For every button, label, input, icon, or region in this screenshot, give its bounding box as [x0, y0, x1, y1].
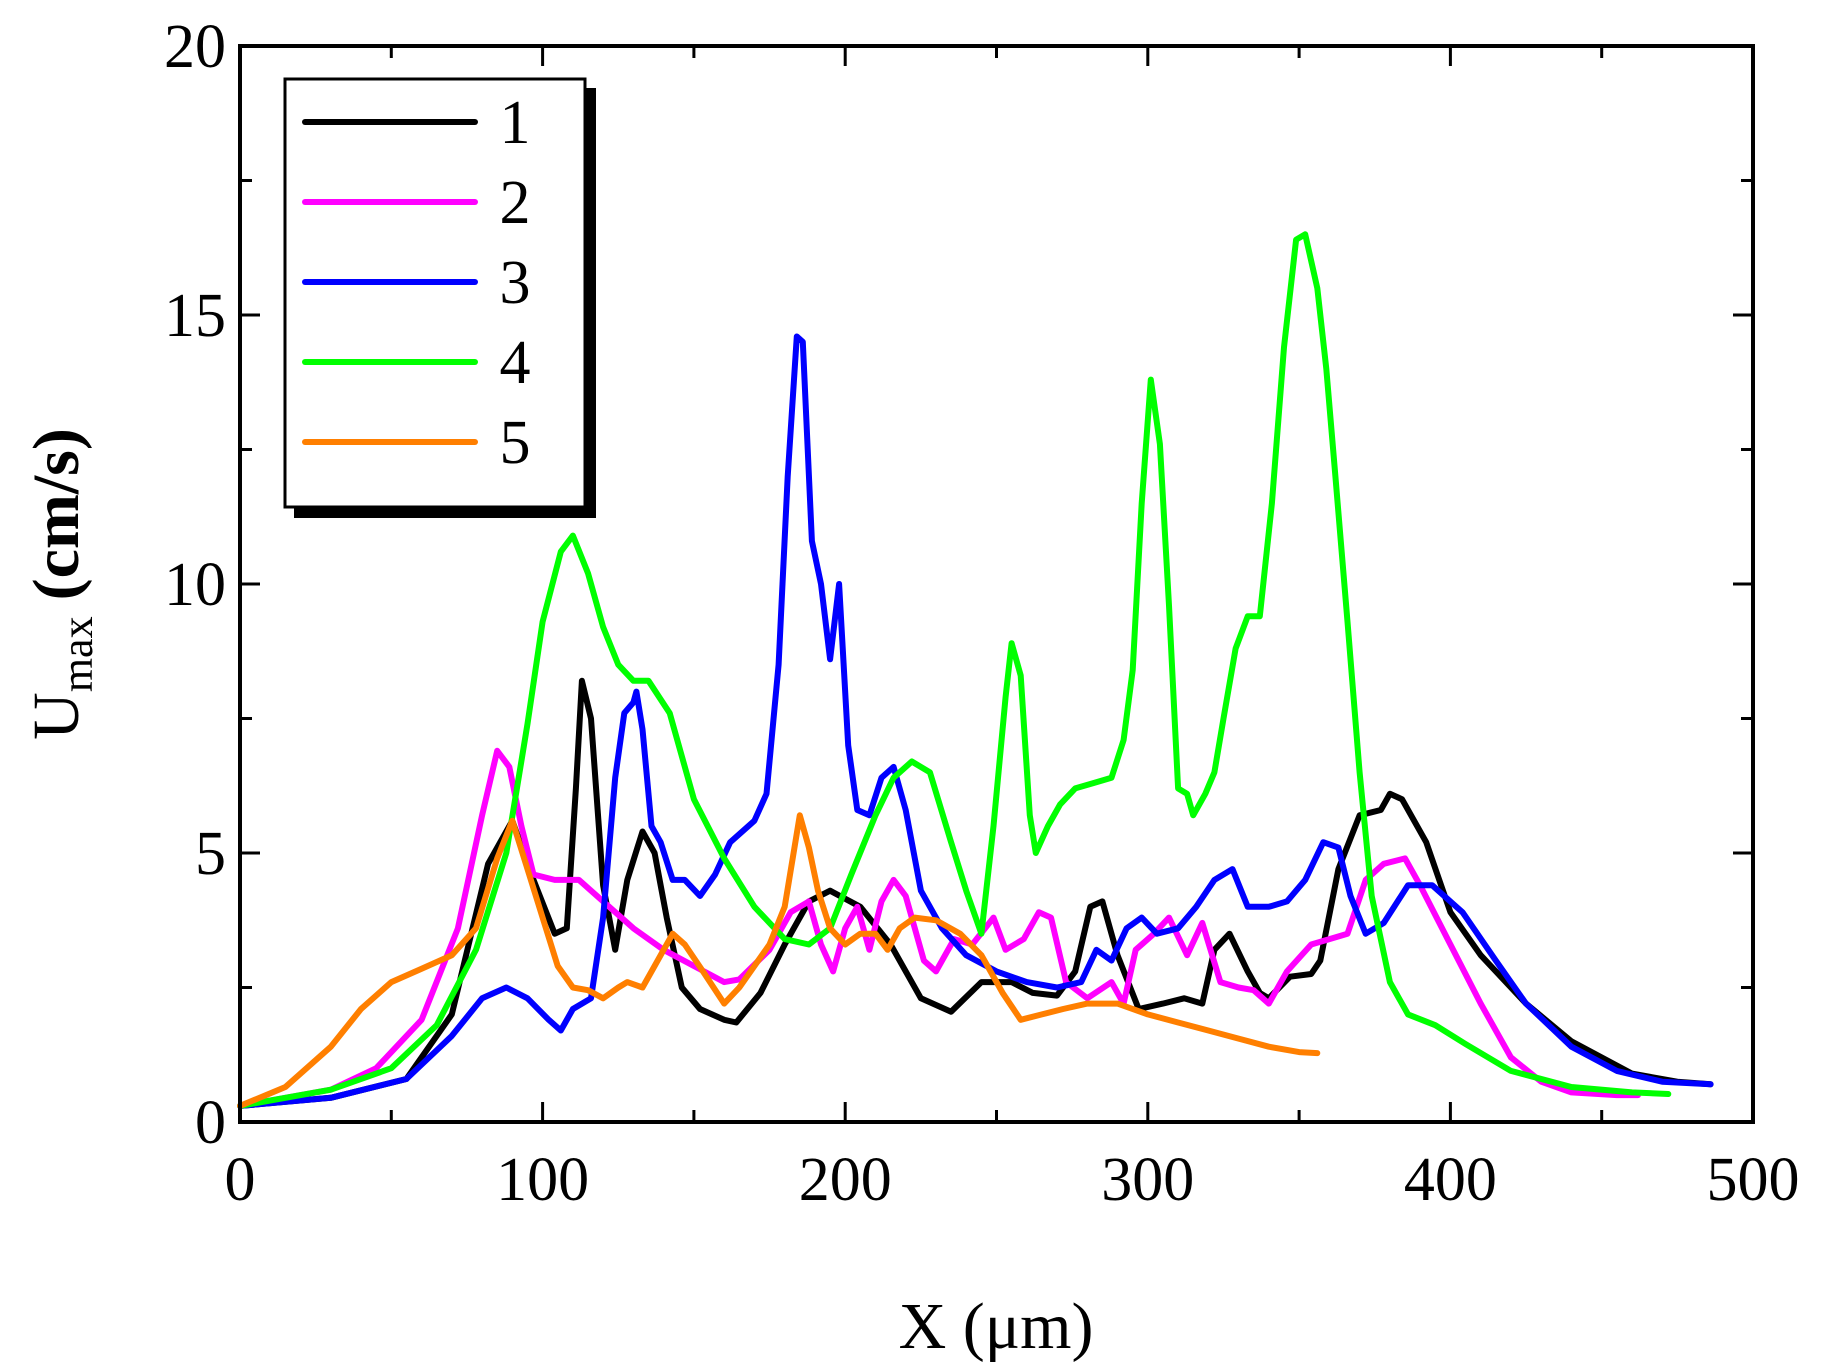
- x-tick-label: 400: [1404, 1146, 1497, 1214]
- y-axis-subscript: max: [53, 616, 102, 692]
- y-axis-label: Umax (cm/s): [20, 428, 102, 740]
- legend: 1 2 3 4 5: [283, 77, 596, 518]
- y-tick-label: 10: [164, 551, 226, 619]
- plot-frame: [238, 44, 1755, 1124]
- x-tick-label: 200: [799, 1146, 892, 1214]
- series-layer: [237, 231, 1714, 1109]
- legend-items: 1 2 3 4 5: [302, 89, 531, 477]
- y-axis-symbol: U: [20, 692, 93, 740]
- x-tick-label: 0: [225, 1146, 256, 1214]
- series-line-1: [237, 677, 1714, 1109]
- series-line-3: [237, 333, 1714, 1109]
- x-tick-label: 500: [1707, 1146, 1800, 1214]
- legend-label-5: 5: [500, 409, 531, 477]
- x-tick-label: 300: [1101, 1146, 1194, 1214]
- legend-label-1: 1: [500, 89, 531, 157]
- y-axis-units: (cm/s): [20, 428, 93, 600]
- x-axis-label: X (μm): [899, 1290, 1094, 1363]
- series-line-5: [237, 812, 1321, 1109]
- y-tick-label: 0: [195, 1089, 226, 1157]
- legend-label-2: 2: [500, 169, 531, 237]
- y-tick-label: 20: [164, 13, 226, 81]
- legend-box: [283, 77, 587, 509]
- x-tick-label: 100: [496, 1146, 589, 1214]
- y-tick-label: 5: [195, 820, 226, 888]
- y-tick-label: 15: [164, 282, 226, 350]
- series-line-4: [237, 231, 1672, 1109]
- legend-label-4: 4: [500, 329, 531, 397]
- legend-label-3: 3: [500, 249, 531, 317]
